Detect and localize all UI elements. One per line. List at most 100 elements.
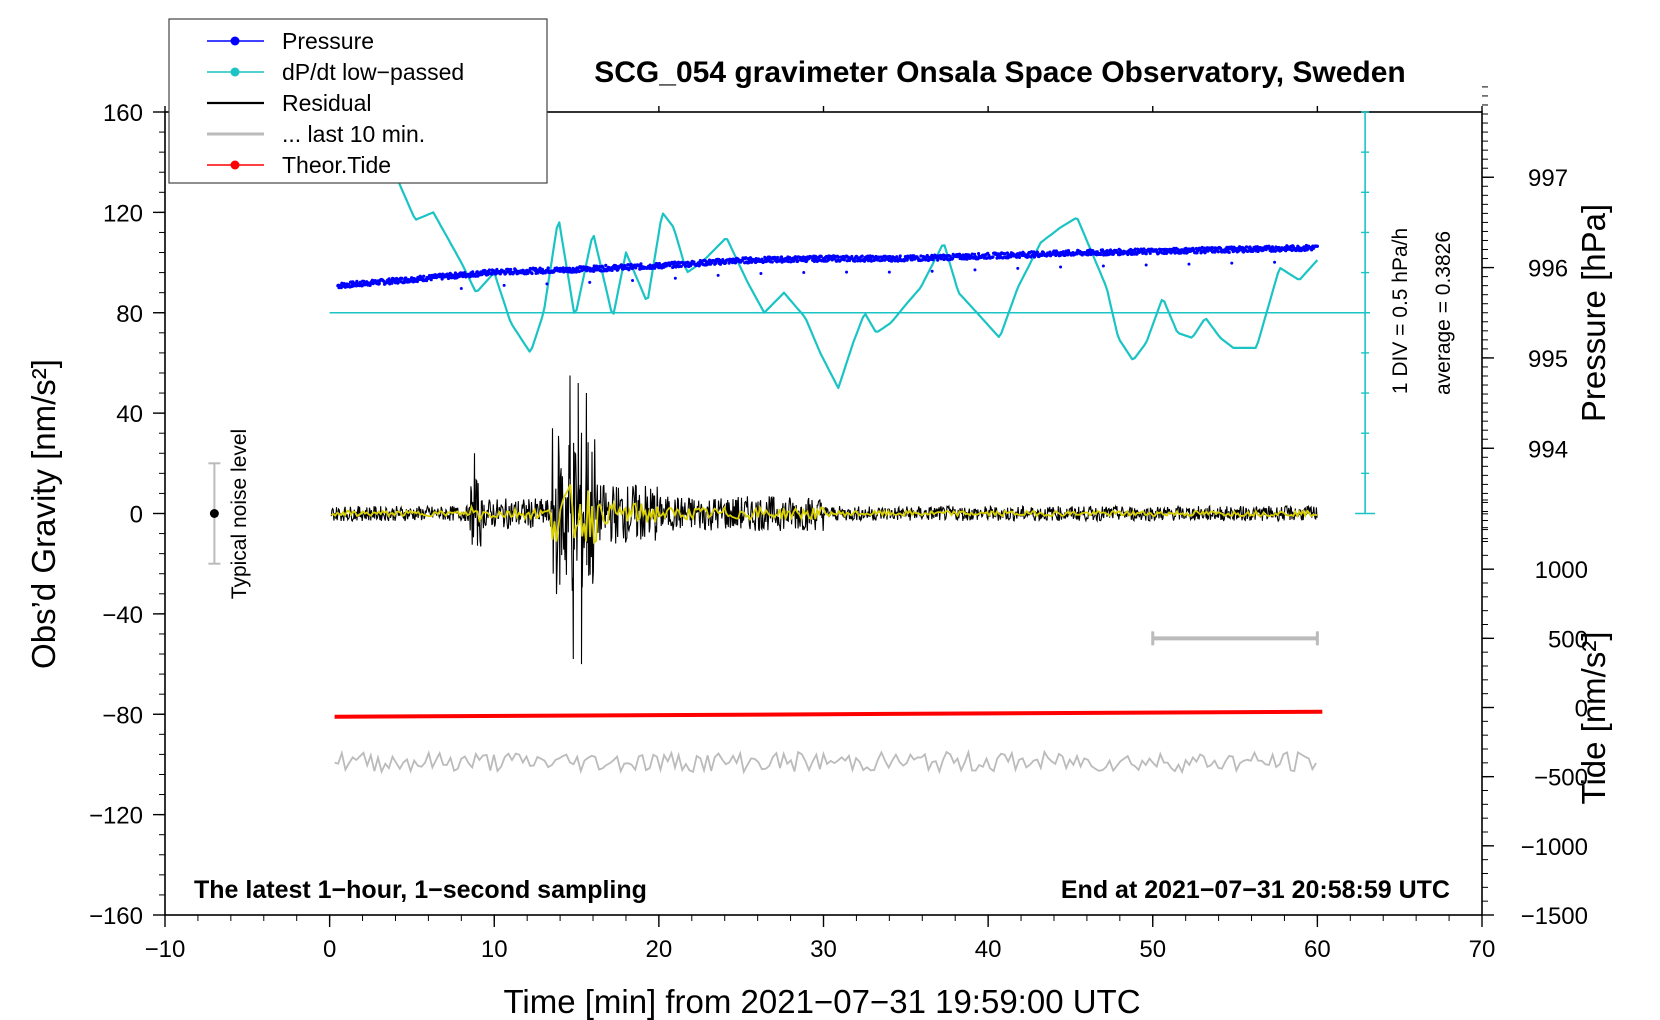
pressure-point	[490, 272, 494, 276]
pressure-point	[400, 276, 404, 280]
pressure-outlier-point	[1059, 265, 1063, 269]
pressure-outlier-point	[631, 278, 635, 282]
residual-smoothed-line	[330, 484, 1318, 545]
legend-label: Residual	[282, 90, 372, 116]
pressure-tick-label: 996	[1528, 256, 1568, 283]
pressure-point	[1032, 250, 1036, 254]
legend-label: Theor.Tide	[282, 152, 391, 178]
pressure-point	[1099, 252, 1103, 257]
legend-label: Pressure	[282, 28, 374, 54]
pressure-point	[601, 265, 605, 269]
x-tick-label: 50	[1139, 936, 1166, 963]
pressure-point	[599, 269, 603, 273]
x-tick-label: 40	[975, 936, 1002, 963]
pressure-point	[1142, 247, 1146, 251]
pressure-point	[1315, 244, 1319, 248]
pressure-point	[976, 251, 981, 256]
y-axis-label-pressure: Pressure [hPa]	[1575, 204, 1612, 422]
pressure-tick-label: 994	[1528, 436, 1568, 463]
pressure-point	[1148, 251, 1152, 256]
pressure-point	[546, 266, 550, 270]
pressure-outlier-point	[716, 273, 720, 277]
y-tick-label: −120	[89, 803, 143, 830]
pressure-point	[1206, 249, 1210, 253]
pressure-point	[1035, 250, 1039, 254]
y-tick-label: −80	[102, 702, 143, 729]
pressure-point	[1100, 248, 1105, 252]
y-tick-label: 160	[103, 100, 143, 127]
x-axis-label: Time [min] from 2021−07−31 19:59:00 UTC	[503, 983, 1140, 1020]
x-tick-label: 10	[481, 936, 508, 963]
pressure-point	[895, 255, 899, 259]
tide-tick-label: 0	[1575, 696, 1588, 723]
pressure-outlier-point	[1230, 261, 1234, 265]
pressure-outlier-point	[545, 282, 549, 286]
pressure-point	[634, 266, 638, 270]
pressure-point	[1155, 248, 1159, 252]
pressure-outlier-point	[1016, 266, 1020, 270]
x-tick-label: 0	[323, 936, 336, 963]
pressure-outlier-point	[588, 280, 592, 284]
pressure-outlier-point	[802, 271, 806, 275]
pressure-point	[679, 264, 683, 268]
pressure-point	[487, 268, 491, 272]
pressure-point	[796, 259, 800, 263]
noise-level-dot	[209, 509, 219, 518]
pressure-point	[842, 258, 846, 262]
pressure-point	[370, 278, 375, 282]
noise-level-label: Typical noise level	[228, 429, 251, 599]
x-tick-label: 30	[810, 936, 837, 963]
annotation-layer	[208, 111, 1376, 646]
y-tick-label: −40	[102, 602, 143, 629]
legend-swatch-marker	[230, 160, 240, 170]
legend-items: Pressure dP/dt low−passed Residual ... last…	[207, 28, 464, 178]
pressure-outlier-point	[1273, 260, 1277, 264]
y-axis-label-tide: Tide [nm/s²]	[1575, 632, 1612, 805]
x-tick-label: 60	[1304, 936, 1331, 963]
pressure-point	[836, 255, 841, 259]
pressure-point	[440, 277, 444, 281]
y-axis-label-left: Obs’d Gravity [nm/s²]	[25, 359, 62, 669]
div-label: 1 DIV = 0.5 hPa/h	[1389, 228, 1412, 394]
pressure-point	[422, 274, 426, 278]
pressure-outlier-point	[887, 270, 891, 274]
pressure-point	[509, 267, 513, 272]
pressure-outlier-point	[673, 276, 677, 280]
pressure-point	[396, 280, 400, 284]
pressure-tick-label: 997	[1528, 165, 1568, 192]
pressure-outlier-point	[1187, 262, 1191, 266]
pressure-outlier-point	[759, 271, 763, 275]
series-layer	[330, 181, 1323, 775]
pressure-outlier-point	[973, 268, 977, 272]
pressure-outlier-point	[1144, 263, 1148, 267]
y-tick-label: 120	[103, 200, 143, 227]
pressure-point	[1017, 255, 1022, 260]
caption-bottom-left: The latest 1−hour, 1−second sampling	[194, 876, 647, 904]
pressure-point	[1061, 250, 1065, 254]
legend: Pressure dP/dt low−passed Residual ... last…	[168, 18, 548, 184]
pressure-outlier-point	[930, 269, 934, 273]
tide-tick-label: −1500	[1521, 903, 1588, 930]
pressure-point	[819, 254, 823, 258]
pressure-point	[853, 259, 857, 263]
legend-box	[168, 18, 548, 184]
y-tick-label: −160	[89, 903, 143, 930]
y-tick-label: 80	[116, 301, 143, 328]
dpdt-series-line	[397, 181, 1319, 390]
pressure-point	[429, 278, 433, 282]
pressure-point	[604, 263, 608, 268]
tide-series-line	[334, 709, 1323, 719]
pressure-point	[610, 268, 614, 272]
chart-title: SCG_054 gravimeter Onsala Space Observat…	[594, 56, 1406, 89]
pressure-point	[991, 255, 995, 259]
pressure-point	[898, 254, 902, 258]
pressure-point	[970, 252, 974, 256]
x-tick-label: 20	[646, 936, 673, 963]
pressure-outlier-point	[459, 287, 463, 291]
pressure-outlier-point	[1101, 264, 1105, 268]
pressure-point	[639, 262, 643, 266]
caption-bottom-right: End at 2021−07−31 20:58:59 UTC	[1061, 876, 1450, 904]
tide-tick-label: −500	[1534, 765, 1588, 792]
legend-label: dP/dt low−passed	[282, 59, 464, 85]
